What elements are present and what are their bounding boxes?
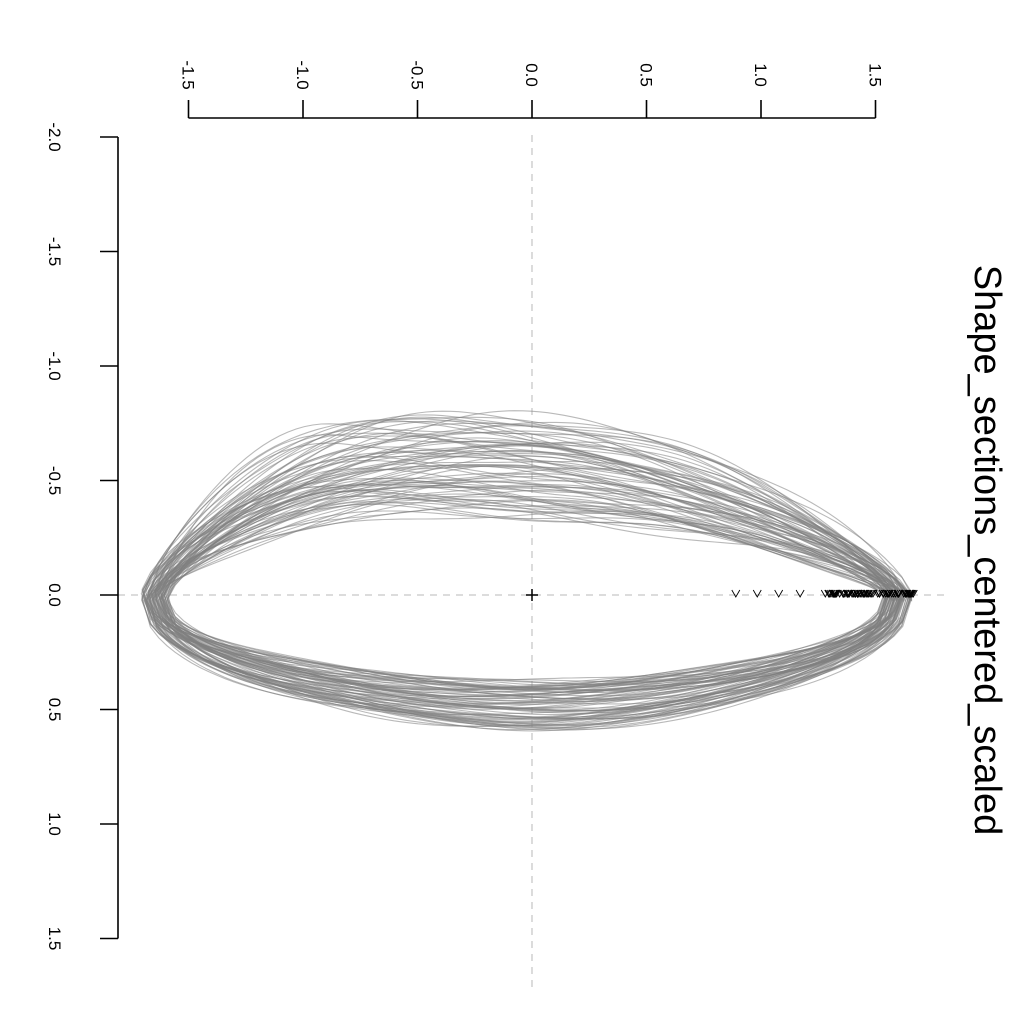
start-marker [887, 589, 897, 598]
start-marker [882, 589, 892, 598]
start-marker [859, 589, 869, 598]
shape-outline [144, 486, 901, 704]
start-marker [862, 589, 872, 598]
start-marker [752, 589, 762, 598]
shape-outline [150, 498, 898, 726]
start-markers [731, 589, 918, 598]
shape-outline [155, 418, 912, 700]
y-tick-label: 1.5 [45, 927, 64, 951]
x-tick-label: 1.5 [866, 63, 885, 87]
start-marker [868, 589, 878, 598]
y-tick-label: -0.5 [45, 466, 64, 495]
start-marker [838, 589, 848, 598]
start-marker [864, 589, 873, 598]
y-axis: -2.0 -1.5 -1.0 -0.5 0.0 0.5 1.0 1.5 [45, 122, 119, 951]
start-marker [843, 589, 853, 598]
shape-outline [154, 420, 902, 693]
start-marker [879, 589, 888, 598]
start-marker [829, 589, 838, 598]
start-marker [840, 589, 850, 598]
start-marker [908, 589, 918, 598]
reference-lines [118, 135, 945, 990]
start-marker [902, 589, 912, 598]
start-marker [795, 589, 805, 598]
start-marker [901, 589, 911, 598]
start-marker [881, 589, 891, 598]
shape-outline [160, 444, 905, 689]
y-tick-label: 1.0 [45, 812, 64, 836]
start-marker [875, 589, 885, 598]
y-tick-label: -1.5 [45, 237, 64, 266]
y-tick-label: 0.0 [45, 583, 64, 607]
shape-outline [152, 416, 899, 685]
shape-outlines [140, 410, 913, 732]
start-marker [866, 589, 876, 598]
start-marker [830, 589, 840, 598]
shape-outline [150, 443, 891, 691]
x-tick-label: -0.5 [408, 60, 427, 89]
start-marker [899, 589, 909, 598]
y-tick-label: -1.0 [45, 351, 64, 380]
start-marker [904, 589, 913, 598]
start-marker [731, 589, 741, 598]
x-tick-label: -1.5 [179, 60, 198, 89]
x-tick-label: 1.0 [751, 63, 770, 87]
x-tick-label: 0.0 [522, 63, 541, 87]
y-tick-label: -2.0 [45, 122, 64, 151]
shape-outline [154, 487, 907, 716]
shape-outline [140, 450, 888, 691]
start-marker [905, 589, 915, 598]
start-marker [826, 589, 836, 598]
x-tick-label: -1.0 [293, 60, 312, 89]
x-tick-label: 0.5 [637, 63, 656, 87]
start-marker [844, 589, 854, 598]
start-marker [831, 589, 840, 598]
start-marker [842, 589, 852, 598]
shape-outline [148, 440, 902, 727]
start-marker [774, 589, 784, 598]
start-marker [824, 589, 834, 598]
shape-outline [144, 510, 888, 723]
start-marker [891, 589, 900, 598]
start-marker [855, 589, 865, 598]
y-tick-label: 0.5 [45, 698, 64, 722]
start-marker [893, 589, 903, 598]
start-marker [828, 589, 838, 598]
x-axis: -1.5 -1.0 -0.5 0.0 0.5 1.0 1.5 [179, 60, 885, 119]
start-marker [853, 589, 862, 598]
chart-title: Shape_sections_centered_scaled [966, 265, 1008, 835]
shape-outline [153, 422, 891, 712]
center-marker [526, 589, 538, 601]
